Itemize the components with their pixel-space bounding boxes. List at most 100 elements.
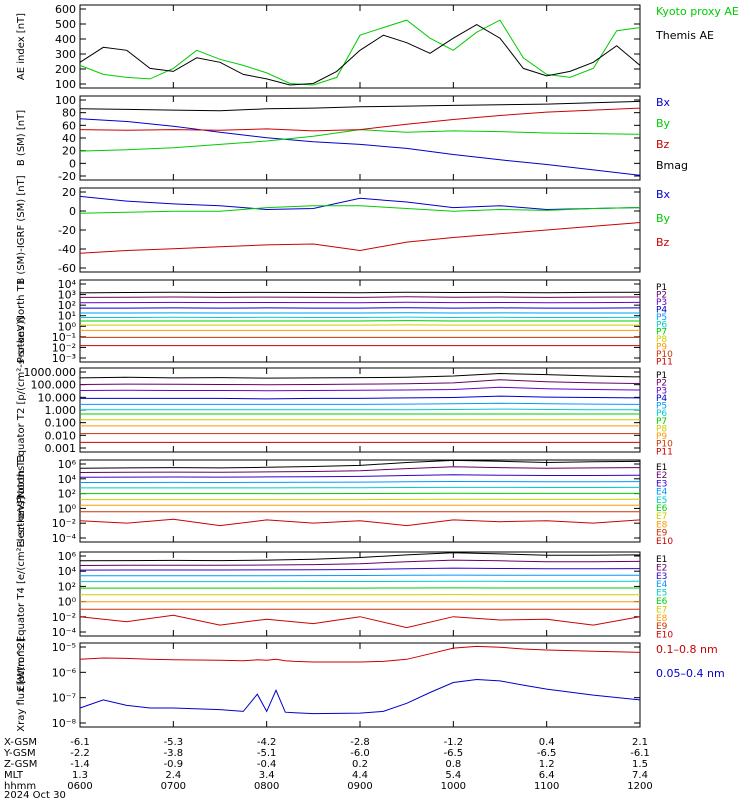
- orbit-value: -0.4: [257, 759, 277, 770]
- orbit-value: -2.8: [350, 737, 370, 748]
- y-axis-label: B (SM) [nT]: [16, 110, 27, 166]
- legend-entry: Bx: [656, 96, 671, 109]
- orbit-value: -1.2: [444, 737, 464, 748]
- orbit-value: 0.8: [445, 759, 461, 770]
- series-line-P1: [80, 292, 640, 293]
- y-tick-label: 10⁻³: [52, 352, 76, 365]
- orbit-value: -5.3: [164, 737, 184, 748]
- legend-entry: E10: [656, 631, 673, 641]
- series-line-E3: [80, 568, 640, 570]
- y-tick-label: 100: [55, 94, 76, 107]
- legend-entry: P11: [656, 447, 673, 457]
- y-axis-label: B (SM)-IGRF (SM) [nT]: [16, 175, 27, 284]
- y-tick-label: 10.000: [38, 391, 77, 404]
- orbit-value: 2.1: [632, 737, 648, 748]
- y-tick-label: 1.000: [45, 404, 77, 417]
- y-tick-label: 10⁻⁴: [52, 626, 77, 639]
- orbit-value: 4.4: [352, 770, 368, 781]
- y-tick-label: 0: [69, 157, 76, 170]
- series-line-P3: [80, 387, 640, 390]
- series-line-Bmag: [80, 101, 640, 110]
- y-axis-label: AE index [nT]: [16, 13, 27, 80]
- y-tick-label: 10²: [58, 488, 76, 501]
- legend-entry: Bmag: [656, 159, 688, 172]
- panel-frame: [80, 552, 640, 636]
- y-tick-label: 40: [62, 132, 76, 145]
- y-axis-label: Xray flux [W/m^2]: [16, 638, 27, 732]
- orbit-row-label: Z-GSM: [4, 759, 37, 770]
- orbit-value: -4.2: [257, 737, 277, 748]
- y-tick-label: 300: [55, 48, 76, 61]
- series-line-Bx: [80, 196, 640, 209]
- orbit-value: 1.2: [539, 759, 555, 770]
- orbit-value: 0700: [161, 781, 186, 792]
- y-tick-label: 400: [55, 33, 76, 46]
- series-line-E10: [80, 519, 640, 525]
- orbit-value: -6.1: [630, 748, 650, 759]
- series-line-0.05–0.4 nm: [80, 680, 640, 714]
- panel-frame: [80, 96, 640, 180]
- y-tick-label: 80: [62, 107, 76, 120]
- y-tick-label: 10⁰: [58, 596, 77, 609]
- y-tick-label: 10⁻⁴: [52, 532, 77, 545]
- series-line-E5: [80, 487, 640, 488]
- legend-entry: E10: [656, 537, 673, 547]
- orbit-value: -2.2: [70, 748, 90, 759]
- legend-entry: P11: [656, 358, 673, 368]
- legend-entry: By: [656, 212, 671, 225]
- date-label: 2024 Oct 30: [4, 790, 66, 800]
- y-tick-label: 20: [62, 145, 76, 158]
- y-tick-label: 0.100: [45, 417, 77, 430]
- y-tick-label: 10⁻²: [52, 611, 76, 624]
- series-line-Bz: [80, 223, 640, 254]
- orbit-row-label: X-GSM: [4, 737, 37, 748]
- legend-entry: 0.05–0.4 nm: [656, 667, 725, 680]
- orbit-value: -0.9: [164, 759, 184, 770]
- orbit-value: 1.3: [72, 770, 88, 781]
- y-tick-label: 10⁴: [58, 565, 77, 578]
- orbit-value: 6.4: [539, 770, 555, 781]
- orbit-value: 2.4: [165, 770, 181, 781]
- orbit-value: 0.4: [539, 737, 555, 748]
- orbit-value: 0600: [67, 781, 92, 792]
- y-tick-label: 10⁻⁷: [52, 692, 76, 705]
- series-line-E10: [80, 615, 640, 627]
- orbit-value: 0.2: [352, 759, 368, 770]
- y-tick-label: -20: [58, 170, 76, 183]
- y-tick-label: 10⁻²: [52, 517, 76, 530]
- orbit-value: 5.4: [445, 770, 461, 781]
- series-line-P4: [80, 396, 640, 399]
- legend-entry: Themis AE: [655, 29, 714, 42]
- series-line-Kyoto proxy AE: [80, 20, 640, 85]
- y-tick-label: 10⁻⁶: [52, 666, 77, 679]
- y-tick-label: 10⁰: [58, 502, 77, 515]
- orbit-value: -6.5: [537, 748, 557, 759]
- series-line-P5: [80, 403, 640, 404]
- orbit-row-label: MLT: [4, 770, 24, 781]
- y-tick-label: 10⁻⁵: [52, 641, 76, 654]
- orbit-value: 1200: [627, 781, 652, 792]
- y-tick-label: 1000.000: [24, 366, 77, 379]
- y-tick-label: 20: [62, 186, 76, 199]
- y-tick-label: -40: [58, 243, 76, 256]
- orbit-value: 3.4: [259, 770, 275, 781]
- orbit-value: -6.1: [70, 737, 90, 748]
- series-line-Bz: [80, 108, 640, 131]
- series-line-P3: [80, 302, 640, 303]
- panel-frame: [80, 188, 640, 272]
- y-tick-label: 0: [69, 205, 76, 218]
- y-tick-label: 200: [55, 63, 76, 76]
- y-tick-label: 100: [55, 78, 76, 91]
- legend-entry: By: [656, 117, 671, 130]
- series-line-P6: [80, 409, 640, 410]
- y-tick-label: 0.010: [45, 429, 77, 442]
- y-tick-label: -60: [58, 262, 76, 275]
- orbit-value: 1000: [441, 781, 466, 792]
- y-tick-label: 60: [62, 119, 76, 132]
- orbit-value: 7.4: [632, 770, 648, 781]
- legend-entry: Bz: [656, 138, 670, 151]
